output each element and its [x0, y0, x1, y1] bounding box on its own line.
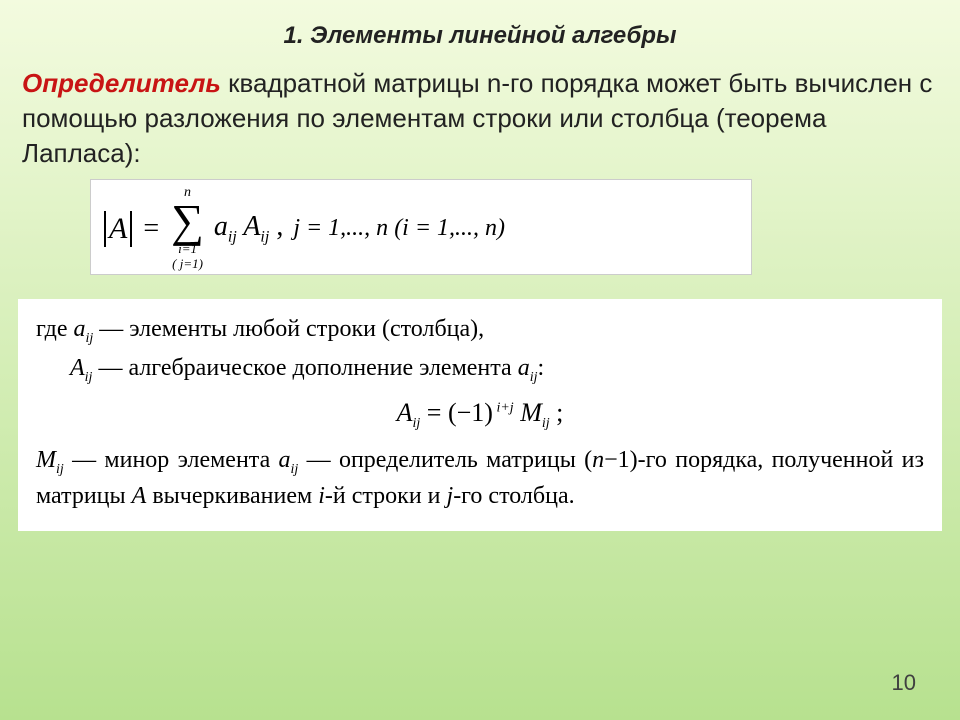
j-range: j = 1,..., n — [293, 215, 388, 242]
l3-d: вычеркиванием — [146, 483, 318, 509]
notes-line-1: где aij ― элементы любой строки (столбца… — [36, 313, 924, 348]
summand: aij Aij , — [214, 211, 283, 247]
l3-b: ― определитель матрицы ( — [298, 447, 592, 473]
l3-Amat: A — [132, 483, 147, 509]
cf-M: M — [514, 398, 542, 427]
line1-post: ― элементы любой строки (столбца), — [93, 316, 484, 342]
intro-paragraph: Определитель квадратной матрицы n-го пор… — [0, 50, 960, 179]
summand-a-sub: ij — [228, 229, 237, 246]
det-A: A — [109, 212, 127, 246]
cofactor-formula: Aij = (−1) i+j Mij ; — [36, 395, 924, 434]
line2-end: : — [537, 355, 544, 381]
cf-semicolon: ; — [550, 398, 564, 427]
summand-a: a — [214, 211, 228, 242]
page-number: 10 — [892, 670, 916, 696]
section-heading: 1. Элементы линейной алгебры — [0, 0, 960, 50]
det-bar-right — [130, 211, 132, 247]
l3-f: -го столбца. — [453, 483, 574, 509]
laplace-formula: A = n ∑ i=1 ( j=1) aij Aij , j = 1,..., … — [101, 186, 741, 271]
notes-line-2: Aij ― алгебраическое дополнение элемента… — [36, 352, 924, 387]
laplace-formula-box: A = n ∑ i=1 ( j=1) aij Aij , j = 1,..., … — [90, 179, 752, 274]
where-label: где — [36, 316, 74, 342]
a-ij: aij — [74, 316, 94, 342]
notes-box: где aij ― элементы любой строки (столбца… — [18, 299, 942, 532]
line2-aij: aij — [518, 355, 538, 381]
cf-M-sub: ij — [542, 417, 550, 432]
line2-mid: ― алгебраическое дополнение элемента — [92, 355, 517, 381]
definition-term: Определитель — [22, 68, 221, 98]
cf-eq: = (−1) — [420, 398, 493, 427]
i-range: (i = 1,..., n) — [394, 215, 505, 242]
summand-Acof: A — [243, 211, 260, 242]
minor-Mij: Mij — [36, 447, 64, 473]
l3-aij: aij — [279, 447, 299, 473]
summation-block: n ∑ i=1 ( j=1) — [171, 186, 204, 271]
l3-i: i — [318, 483, 325, 509]
slide: 1. Элементы линейной алгебры Определител… — [0, 0, 960, 720]
sum-lower-2: ( j=1) — [172, 256, 203, 271]
l3-a: ― минор элемента — [64, 447, 279, 473]
sum-lower: i=1 ( j=1) — [172, 242, 203, 272]
det-bar-left — [104, 211, 106, 247]
l3-n: n — [592, 447, 604, 473]
cf-A: A — [397, 398, 413, 427]
sum-lower-1: i=1 — [178, 241, 197, 256]
cf-sup: i+j — [493, 401, 514, 416]
equals-sign: = — [143, 213, 159, 245]
summand-comma: , — [276, 211, 283, 242]
notes-line-3: Mij ― минор элемента aij ― определитель … — [36, 444, 924, 513]
determinant-bars: A — [101, 211, 135, 247]
summand-A-sub: ij — [260, 229, 269, 246]
l3-e: -й строки и — [325, 483, 447, 509]
cofactor-Aij: Aij — [70, 355, 92, 381]
sigma-symbol: ∑ — [171, 200, 204, 241]
